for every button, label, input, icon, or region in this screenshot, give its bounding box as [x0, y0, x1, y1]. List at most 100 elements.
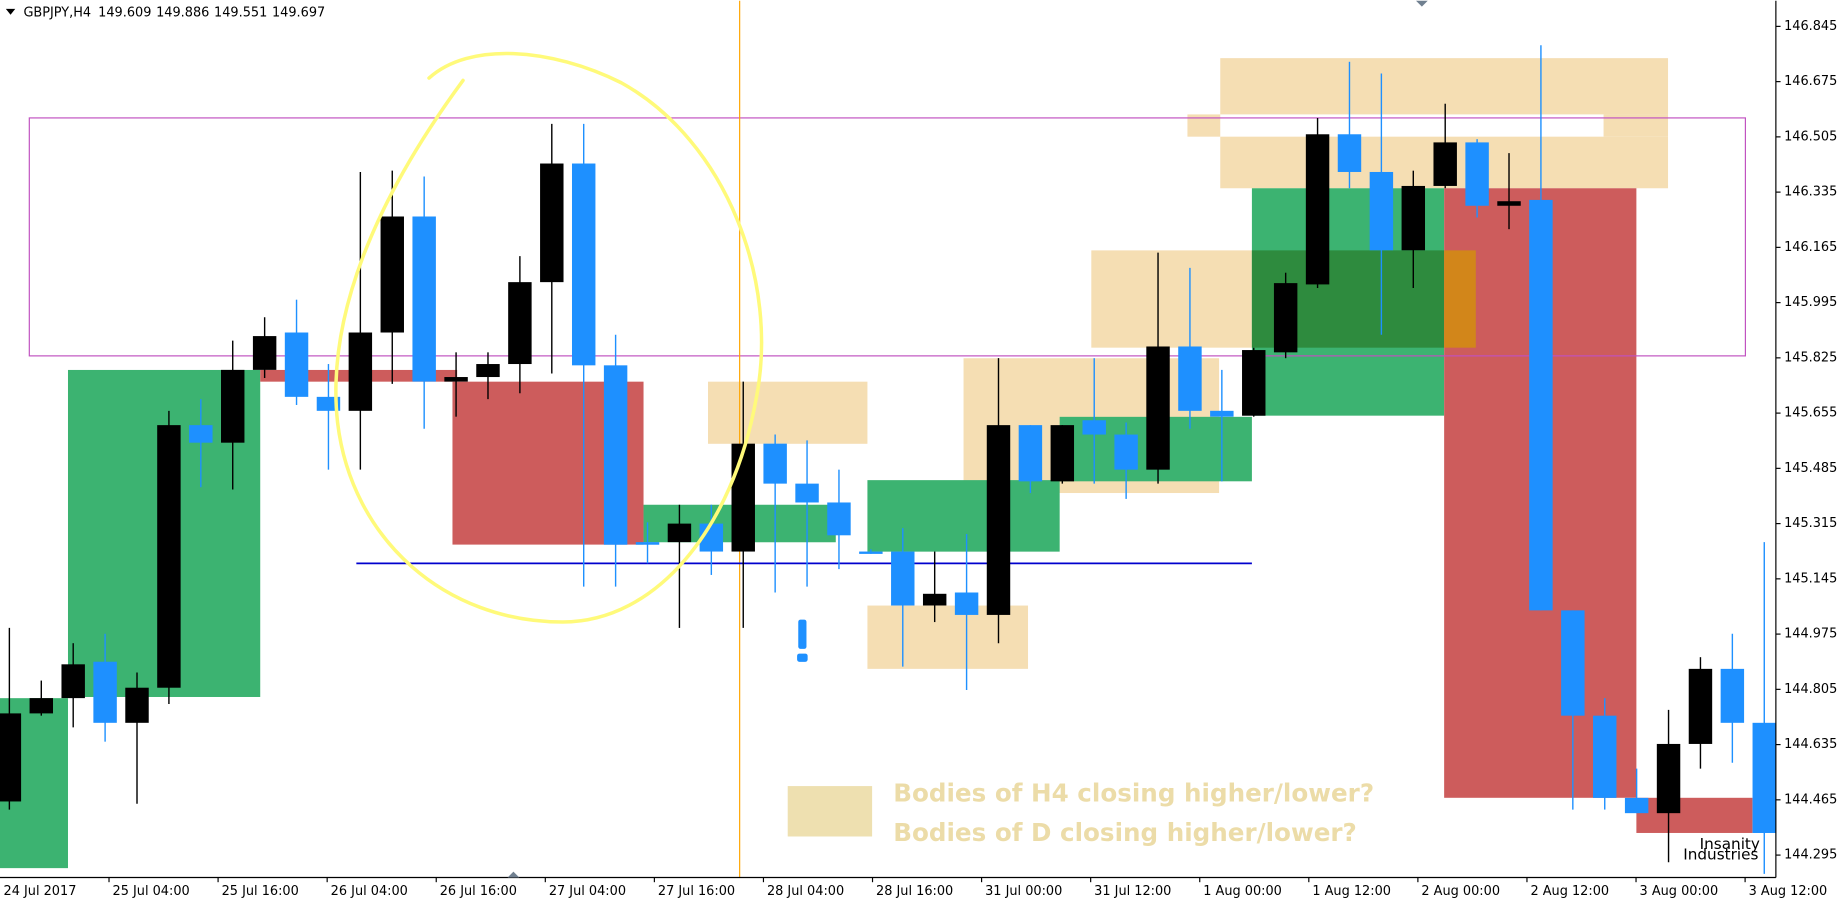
candle-body: [1178, 346, 1202, 411]
alert-dot: [797, 653, 808, 662]
candle-body: [891, 551, 915, 606]
header: GBPJPY,H4 149.609 149.886 149.551 149.697: [23, 5, 325, 20]
candle-body: [221, 369, 245, 443]
candle-body: [635, 542, 660, 545]
y-tick-label: 146.505: [1784, 129, 1837, 144]
zone-outline: [28, 117, 1746, 357]
zone-tan: [1220, 58, 1669, 115]
candle-body: [1337, 134, 1362, 172]
zone-tan: [867, 605, 1029, 669]
y-tick-label: 144.635: [1784, 737, 1837, 752]
candle-body: [603, 365, 628, 545]
candle-body: [1752, 722, 1776, 833]
y-tick-label: 144.805: [1784, 682, 1837, 697]
alert-bar: [798, 619, 807, 649]
x-tick-label: 27 Jul 16:00: [658, 884, 735, 899]
candle-body: [1720, 668, 1745, 723]
candle-body: [571, 163, 596, 366]
candle-body: [986, 425, 1011, 615]
y-tick-label: 146.165: [1784, 240, 1837, 255]
candle-body: [380, 216, 404, 333]
candle-body: [508, 282, 532, 365]
x-tick-label: 2 Aug 12:00: [1530, 884, 1609, 899]
candle-body: [1050, 425, 1075, 482]
y-tick-label: 144.295: [1784, 848, 1837, 863]
candle-body: [667, 523, 692, 543]
zone-tan: [1603, 114, 1669, 137]
y-tick-label: 146.845: [1784, 19, 1837, 34]
x-tick-label: 31 Jul 12:00: [1094, 884, 1171, 899]
candle-body: [954, 592, 979, 615]
x-tick-label: 26 Jul 04:00: [331, 884, 408, 899]
candle-body: [93, 661, 117, 723]
x-tick-label: 28 Jul 04:00: [767, 884, 844, 899]
candle-body: [731, 443, 755, 552]
candle-body: [189, 425, 213, 443]
x-tick-label: 1 Aug 12:00: [1312, 884, 1391, 899]
y-tick-label: 144.975: [1784, 627, 1837, 642]
candle-body: [1369, 171, 1394, 251]
candle-body: [1082, 420, 1106, 435]
candle-body: [444, 377, 468, 382]
candle-body: [1018, 425, 1043, 482]
x-tick-label: 25 Jul 16:00: [222, 884, 299, 899]
candle-body: [922, 593, 947, 606]
x-tick-label: 3 Aug 00:00: [1640, 884, 1719, 899]
candle-body: [1561, 610, 1585, 716]
candle-body: [1210, 410, 1234, 417]
highlight-circle: [334, 51, 764, 624]
y-tick-label: 145.655: [1784, 406, 1837, 421]
candle-body: [412, 216, 436, 382]
x-tick-label: 26 Jul 16:00: [440, 884, 517, 899]
watermark: Insanity: [1700, 835, 1760, 853]
zone-tan: [1187, 114, 1221, 137]
candle-body: [1146, 346, 1170, 470]
marker: [507, 871, 520, 878]
y-tick-label: 145.315: [1784, 516, 1837, 531]
x-tick-label: 1 Aug 00:00: [1203, 884, 1282, 899]
annotation: Bodies of H4 closing higher/lower?: [893, 778, 1374, 807]
zone-orange: [1444, 250, 1476, 348]
candle-body: [1305, 134, 1330, 285]
zone-red: [1636, 797, 1753, 833]
candle-body: [1656, 743, 1681, 814]
zone-tan: [708, 381, 868, 444]
candle-body: [252, 336, 277, 370]
candle-body: [1242, 350, 1266, 416]
zone-green: [867, 480, 1060, 552]
zone-tan: [1091, 250, 1252, 348]
candle-body: [1624, 797, 1649, 814]
legend-swatch: [787, 786, 873, 837]
candle-body: [1593, 715, 1617, 798]
menu-arrow: [5, 8, 16, 15]
header-value: 149.697: [272, 5, 325, 20]
candle-body: [795, 483, 819, 503]
y-tick-label: 145.145: [1784, 571, 1837, 586]
x-tick-label: 25 Jul 04:00: [113, 884, 190, 899]
candle-body: [125, 687, 149, 723]
candle-body: [1401, 185, 1426, 251]
alert-icon: [797, 619, 808, 662]
candle-body: [284, 332, 309, 397]
header-value: 149.551: [214, 5, 267, 20]
y-tick-label: 145.995: [1784, 295, 1837, 310]
y-tick-label: 144.465: [1784, 792, 1837, 807]
x-tick-label: 24 Jul 2017: [4, 884, 77, 899]
candle-body: [1433, 142, 1457, 186]
candle-body: [1273, 283, 1298, 353]
marker: [1416, 0, 1428, 7]
candle-body: [348, 332, 373, 411]
symbol: GBPJPY,H4: [23, 5, 91, 20]
header-value: 149.609: [98, 5, 151, 20]
candle-body: [157, 425, 181, 688]
candle-body: [1114, 434, 1138, 470]
x-tick-label: 31 Jul 00:00: [985, 884, 1062, 899]
candle-body: [1688, 668, 1713, 744]
candle-body: [61, 664, 85, 699]
y-tick-label: 146.675: [1784, 74, 1837, 89]
candle-body: [1465, 142, 1489, 206]
x-tick-label: 28 Jul 16:00: [876, 884, 953, 899]
